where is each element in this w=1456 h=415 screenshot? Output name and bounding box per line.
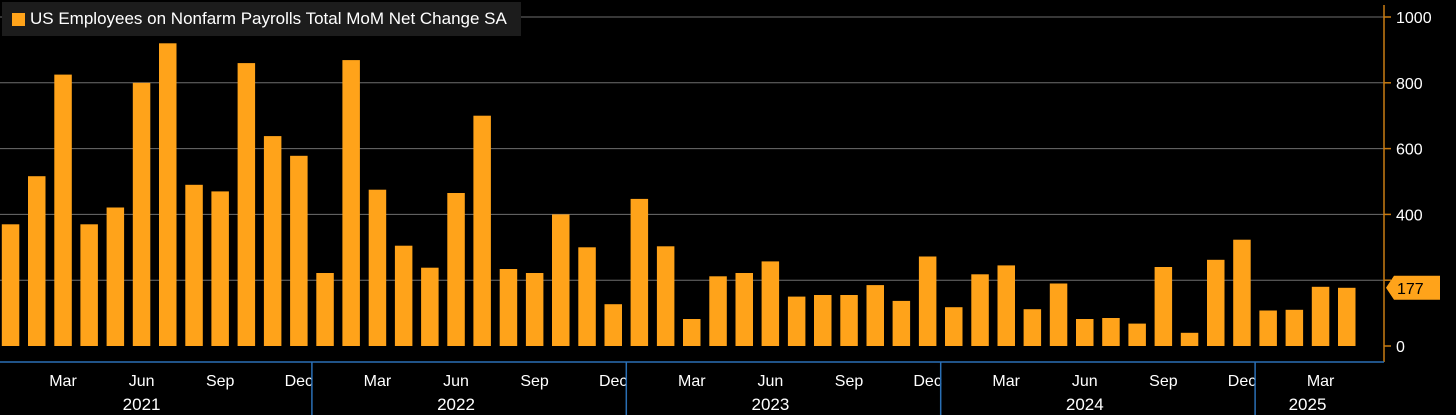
x-tick-label: Jun: [443, 373, 469, 390]
bar: [342, 60, 360, 346]
bar: [80, 224, 98, 346]
last-value-tag-label: 177: [1397, 281, 1424, 298]
bar: [54, 74, 72, 346]
bar: [1207, 259, 1225, 346]
bar: [630, 198, 649, 346]
bar: [447, 193, 465, 346]
x-year-label: 2025: [1289, 395, 1327, 414]
x-tick-label: Sep: [835, 373, 864, 390]
bar: [656, 246, 675, 346]
bar: [787, 296, 806, 346]
y-tick-label: 0: [1396, 339, 1405, 356]
gridlines: [0, 16, 1384, 281]
x-tick-label: Sep: [206, 373, 235, 390]
bar: [185, 184, 203, 346]
bar: [1102, 318, 1120, 346]
last-value-tag: 177: [1386, 275, 1440, 300]
bar: [525, 273, 544, 346]
bar: [683, 319, 701, 346]
x-tick-label: Jun: [1072, 373, 1098, 390]
bar: [28, 176, 46, 346]
x-tick-label: Dec: [1228, 373, 1256, 390]
bar: [578, 247, 596, 346]
bar: [1, 224, 20, 346]
x-tick-label: Mar: [49, 373, 77, 390]
bar: [211, 191, 229, 346]
bar: [971, 274, 989, 346]
bar: [1023, 309, 1042, 346]
bar: [421, 267, 439, 346]
x-tick-label: Mar: [678, 373, 706, 390]
x-tick-label: Dec: [285, 373, 313, 390]
x-tick-label: Mar: [992, 373, 1020, 390]
bar: [368, 189, 387, 346]
x-tick-label: Mar: [364, 373, 392, 390]
x-year-label: 2021: [123, 395, 161, 414]
bar: [866, 285, 884, 346]
y-tick-label: 400: [1396, 207, 1423, 224]
x-tick-label: Sep: [1149, 373, 1178, 390]
bar: [263, 136, 282, 346]
x-tick-label: Dec: [599, 373, 627, 390]
y-tick-label: 600: [1396, 142, 1423, 159]
axes: 0 400 600 800 1000 Mar Jun Sep Dec Mar Jun Sep Dec Ma…: [0, 5, 1440, 415]
x-year-label: 2023: [751, 395, 789, 414]
bar: [473, 115, 491, 346]
bar: [1180, 332, 1199, 346]
bar: [159, 43, 177, 347]
bar: [997, 265, 1015, 346]
bar: [132, 82, 151, 347]
legend-swatch: [12, 12, 25, 26]
bar: [394, 245, 413, 346]
bar: [552, 214, 570, 346]
x-tick-label: Sep: [520, 373, 549, 390]
bar: [1128, 323, 1146, 346]
bar: [761, 261, 780, 346]
bar: [1311, 286, 1330, 346]
x-tick-label: Jun: [129, 373, 155, 390]
bar: [918, 256, 937, 346]
bar: [1338, 287, 1356, 346]
x-year-label: 2022: [437, 395, 475, 414]
bar: [604, 304, 622, 346]
bar: [237, 63, 256, 346]
x-tick-label: Jun: [758, 373, 784, 390]
bar: [1259, 310, 1277, 346]
last-value-tag-shape: [1386, 275, 1440, 300]
y-tick-label: 1000: [1396, 10, 1432, 27]
x-tick-label: Mar: [1307, 373, 1335, 390]
bar: [840, 295, 858, 346]
bar: [290, 155, 308, 346]
bar: [945, 307, 963, 346]
bar: [1154, 267, 1173, 346]
bar: [735, 273, 753, 346]
x-year-label: 2024: [1066, 395, 1104, 414]
y-tick-label: 800: [1396, 76, 1423, 93]
bar: [814, 295, 832, 346]
bar: [1049, 283, 1068, 346]
bar-series: [1, 43, 1356, 347]
legend-label: US Employees on Nonfarm Payrolls Total M…: [30, 9, 507, 28]
bar: [316, 273, 334, 346]
x-tick-label: Dec: [913, 373, 941, 390]
bar: [1285, 309, 1304, 346]
bar: [1076, 319, 1094, 346]
bar: [709, 276, 727, 346]
bar: [499, 269, 518, 346]
bar: [892, 300, 911, 346]
bar: [106, 207, 125, 346]
bar: [1233, 239, 1251, 346]
legend: US Employees on Nonfarm Payrolls Total M…: [2, 2, 521, 36]
